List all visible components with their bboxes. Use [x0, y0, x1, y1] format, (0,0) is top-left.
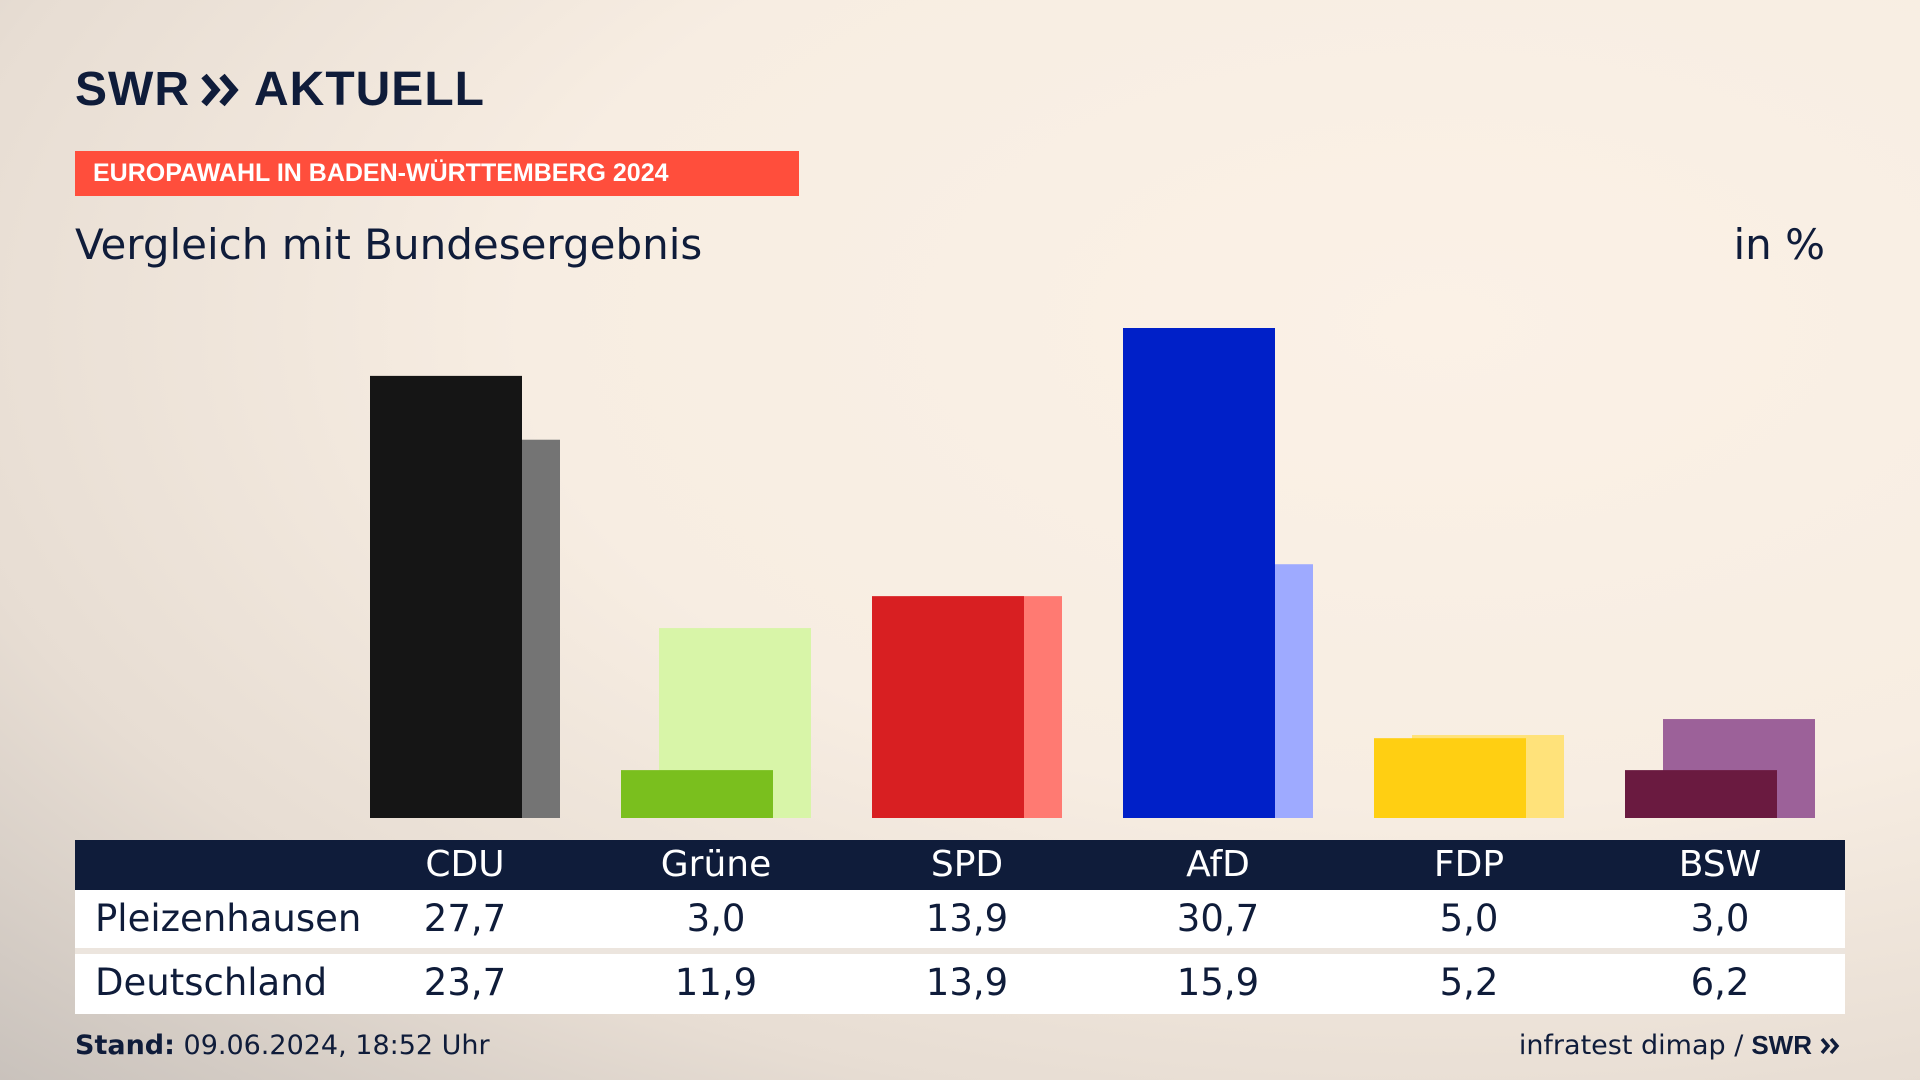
value-pleizenhausen-bsw: 3,0	[1690, 897, 1750, 940]
value-deutschland-grüne: 11,9	[674, 961, 758, 1004]
bar-pleizenhausen-spd	[872, 596, 1024, 818]
value-deutschland-cdu: 23,7	[423, 961, 507, 1004]
bar-pleizenhausen-fdp	[1374, 738, 1526, 818]
table-row: Pleizenhausen 27,7 3,0 13,9 30,7 5,0 3,0	[75, 890, 1845, 954]
value-pleizenhausen-fdp: 5,0	[1439, 897, 1499, 940]
stand-label: Stand:	[75, 1030, 175, 1061]
timestamp: Stand: 09.06.2024, 18:52 Uhr	[75, 1030, 490, 1061]
value-deutschland-spd: 13,9	[925, 961, 1009, 1004]
bar-pleizenhausen-grüne	[621, 770, 773, 818]
row-label-pleizenhausen: Pleizenhausen	[95, 897, 362, 940]
value-pleizenhausen-cdu: 27,7	[423, 897, 507, 940]
table-row: Deutschland 23,7 11,9 13,9 15,9 5,2 6,2	[75, 954, 1845, 1014]
table-header-row: CDU Grüne SPD AfD FDP BSW	[75, 840, 1845, 890]
column-header-grüne: Grüne	[660, 844, 772, 885]
source-credit: infratest dimap / SWR	[1519, 1030, 1842, 1061]
value-deutschland-bsw: 6,2	[1690, 961, 1750, 1004]
double-chevron-icon	[1820, 1037, 1840, 1054]
logo-swr: SWR	[75, 63, 190, 116]
footer-swr-logo: SWR	[1751, 1030, 1812, 1060]
column-header-afd: AfD	[1186, 844, 1250, 885]
results-table: CDU Grüne SPD AfD FDP BSW Pleizenhausen 27,7 3…	[75, 840, 1845, 1014]
value-deutschland-fdp: 5,2	[1439, 961, 1499, 1004]
value-pleizenhausen-spd: 13,9	[925, 897, 1009, 940]
stand-value: 09.06.2024, 18:52 Uhr	[183, 1030, 490, 1061]
double-chevron-icon	[201, 73, 239, 106]
column-header-spd: SPD	[930, 844, 1004, 885]
election-banner: EUROPAWAHL IN BADEN-WÜRTTEMBERG 2024	[75, 151, 799, 196]
source-text: infratest dimap /	[1518, 1030, 1744, 1061]
column-header-fdp: FDP	[1433, 844, 1505, 885]
swr-aktuell-logo: SWR AKTUELL	[75, 62, 485, 117]
column-header-bsw: BSW	[1678, 844, 1762, 885]
logo-aktuell: AKTUELL	[253, 63, 485, 116]
bar-pleizenhausen-cdu	[370, 375, 522, 818]
column-header-cdu: CDU	[425, 844, 505, 885]
value-deutschland-afd: 15,9	[1176, 961, 1260, 1004]
chart-subtitle: Vergleich mit Bundesergebnis	[75, 220, 703, 269]
value-pleizenhausen-afd: 30,7	[1176, 897, 1260, 940]
bar-pleizenhausen-afd	[1123, 328, 1275, 818]
value-pleizenhausen-grüne: 3,0	[686, 897, 746, 940]
row-label-deutschland: Deutschland	[95, 961, 328, 1004]
bar-pleizenhausen-bsw	[1625, 770, 1777, 818]
unit-label: in %	[1733, 220, 1825, 269]
